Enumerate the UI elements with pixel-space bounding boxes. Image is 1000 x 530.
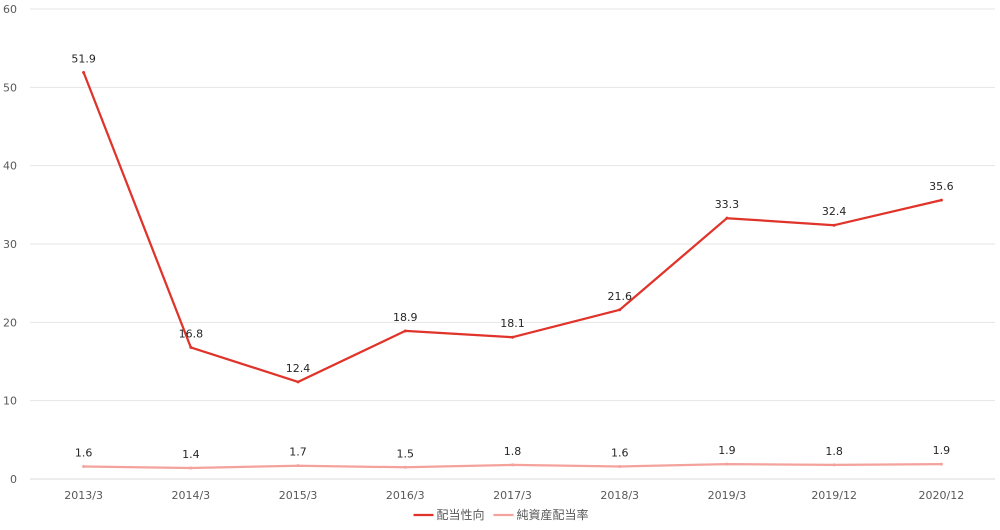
data-point xyxy=(189,345,193,349)
data-label: 21.6 xyxy=(607,290,632,303)
y-tick-label: 50 xyxy=(3,81,17,94)
data-point xyxy=(725,216,729,220)
data-label: 1.9 xyxy=(933,444,951,457)
data-point xyxy=(618,464,622,468)
x-tick-label: 2017/3 xyxy=(493,489,532,502)
y-tick-label: 40 xyxy=(3,160,17,173)
series-1: 51.9 16.8 12.4 18.9 18.1 21.6 33.3 32.4 35.6 xyxy=(71,52,954,384)
x-tick-label: 2018/3 xyxy=(600,489,639,502)
data-point xyxy=(403,465,407,469)
data-label: 16.8 xyxy=(179,327,204,340)
data-label: 33.3 xyxy=(715,198,740,211)
data-point xyxy=(296,380,300,384)
x-tick-label: 2019/3 xyxy=(708,489,747,502)
data-label: 51.9 xyxy=(71,52,96,65)
x-tick-label: 2014/3 xyxy=(171,489,210,502)
data-point xyxy=(832,463,836,467)
data-point xyxy=(832,223,836,227)
data-label: 32.4 xyxy=(822,205,847,218)
gridlines xyxy=(30,8,995,480)
data-point xyxy=(82,70,86,74)
data-label: 1.9 xyxy=(718,444,736,457)
legend-item[interactable]: 配当性向 xyxy=(413,507,485,522)
data-label: 1.6 xyxy=(75,446,93,459)
data-label: 1.8 xyxy=(825,445,843,458)
data-point xyxy=(403,329,407,333)
data-point xyxy=(939,198,943,202)
y-tick-label: 0 xyxy=(10,473,17,486)
data-point xyxy=(82,464,86,468)
data-label: 18.1 xyxy=(500,317,525,330)
data-point xyxy=(725,462,729,466)
data-label: 1.8 xyxy=(504,445,522,458)
data-point xyxy=(511,335,514,339)
data-point xyxy=(939,462,943,466)
y-tick-label: 60 xyxy=(3,3,17,16)
legend-item[interactable]: 純資産配当率 xyxy=(493,507,589,522)
data-label: 1.4 xyxy=(182,448,200,461)
y-axis: 0 10 20 30 40 50 60 xyxy=(3,3,17,486)
data-label: 18.9 xyxy=(393,311,418,324)
legend[interactable]: 配当性向 純資産配当率 xyxy=(413,507,589,522)
y-tick-label: 30 xyxy=(3,238,17,251)
x-tick-label: 2020/12 xyxy=(919,489,965,502)
y-tick-label: 10 xyxy=(3,395,17,408)
data-label: 1.5 xyxy=(397,447,415,460)
x-axis: 2013/3 2014/3 2015/3 2016/3 2017/3 2018/3 2019… xyxy=(64,489,964,502)
x-tick-label: 2019/12 xyxy=(811,489,857,502)
legend-label: 配当性向 xyxy=(437,507,485,522)
data-label: 1.7 xyxy=(289,446,307,459)
data-label: 1.6 xyxy=(611,446,629,459)
data-point xyxy=(511,463,514,467)
data-point xyxy=(189,466,193,470)
series-2: 1.6 1.4 1.7 1.5 1.8 1.6 1.9 1.8 1.9 xyxy=(75,444,951,470)
plot-area: 51.916.812.418.9 18.121.633.332.435.61.6 1… xyxy=(71,52,954,470)
data-point xyxy=(618,308,622,312)
data-label: 12.4 xyxy=(286,362,311,375)
x-tick-label: 2013/3 xyxy=(64,489,103,502)
data-label: 35.6 xyxy=(929,180,954,193)
legend-label: 純資産配当率 xyxy=(517,507,589,522)
x-tick-label: 2016/3 xyxy=(386,489,425,502)
series-line xyxy=(82,71,943,384)
x-tick-label: 2015/3 xyxy=(279,489,318,502)
data-point xyxy=(296,464,300,468)
y-tick-label: 20 xyxy=(3,316,17,329)
